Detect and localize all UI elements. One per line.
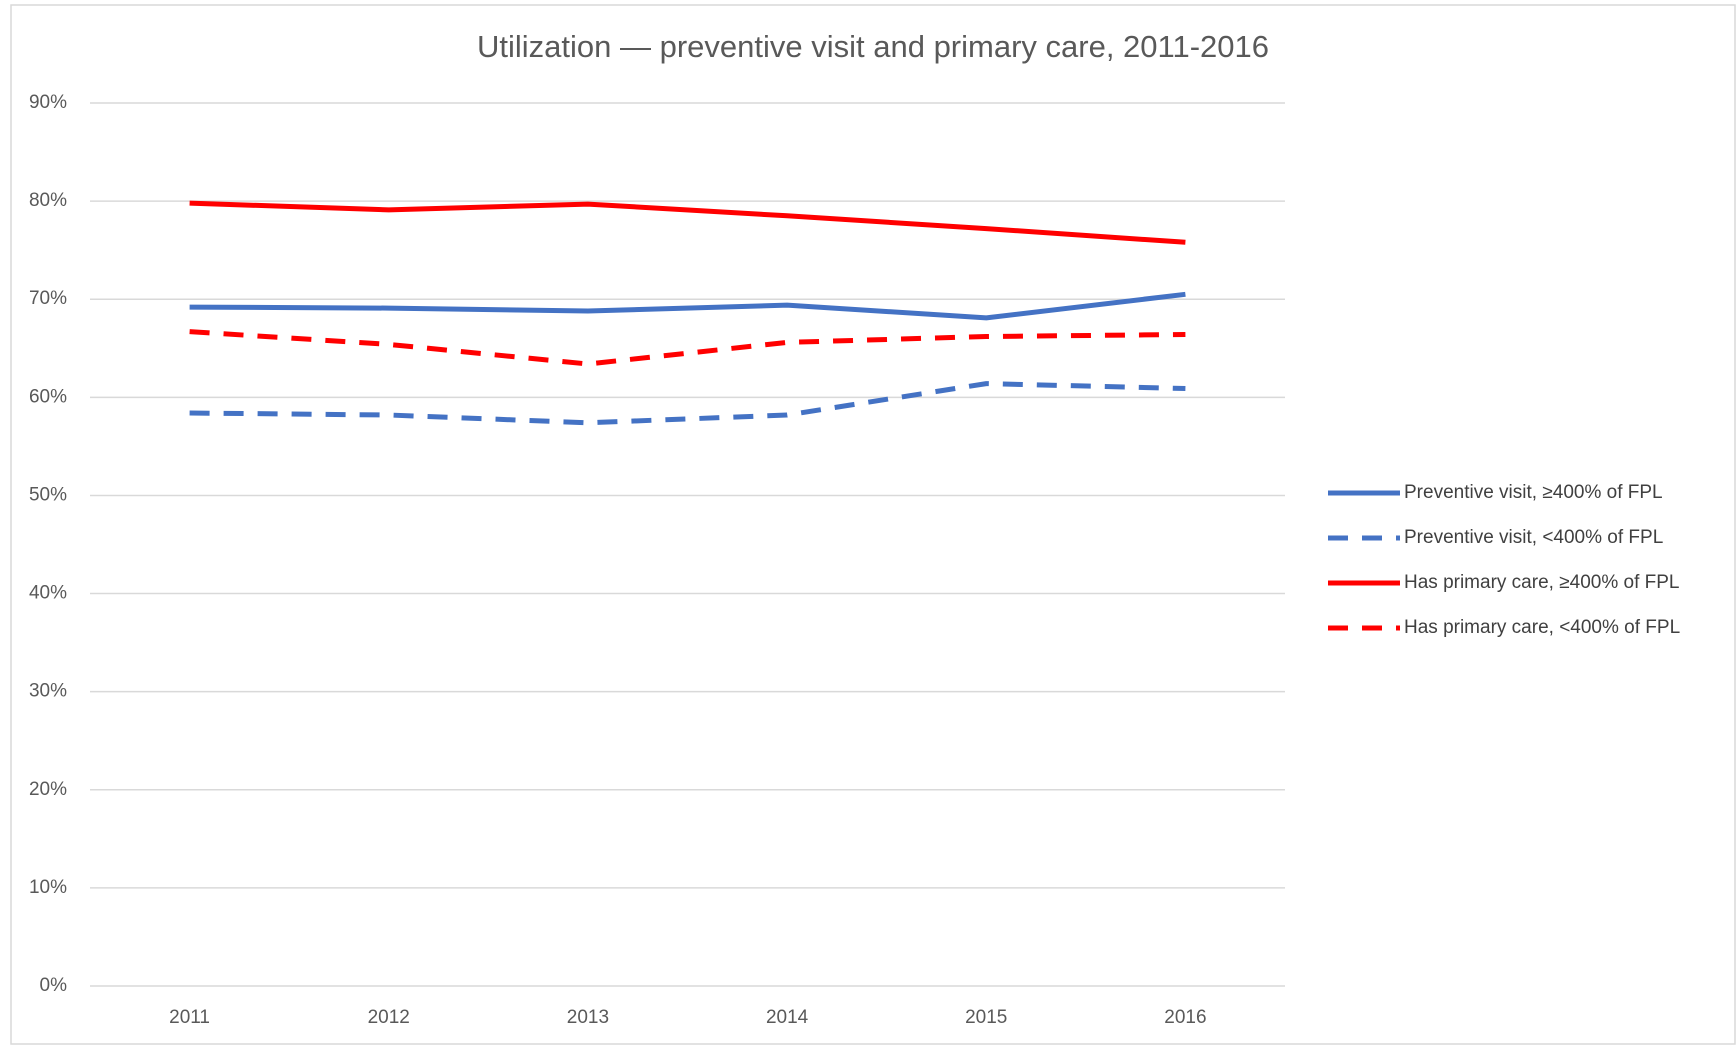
y-tick-label: 0% xyxy=(40,975,68,996)
y-tick-label: 70% xyxy=(29,288,67,309)
y-tick-label: 40% xyxy=(29,583,67,604)
y-tick-label: 10% xyxy=(29,877,67,898)
legend-label: Has primary care, <400% of FPL xyxy=(1404,617,1680,638)
legend-label: Has primary care, ≥400% of FPL xyxy=(1404,572,1679,593)
series-line xyxy=(189,200,1186,245)
x-tick-label: 2012 xyxy=(368,1007,410,1028)
x-tick-label: 2014 xyxy=(766,1007,809,1028)
chart-frame xyxy=(10,4,1736,1045)
x-tick-label: 2011 xyxy=(169,1007,210,1028)
y-tick-label: 60% xyxy=(29,386,67,407)
y-tick-label: 30% xyxy=(29,681,67,702)
x-tick-label: 2013 xyxy=(567,1007,609,1028)
x-tick-label: 2015 xyxy=(965,1007,1007,1028)
x-tick-label: 2016 xyxy=(1164,1007,1206,1028)
y-tick-label: 90% xyxy=(29,92,67,113)
series-line xyxy=(189,329,1186,367)
legend-label: Preventive visit, <400% of FPL xyxy=(1404,527,1663,548)
chart-title: Utilization — preventive visit and prima… xyxy=(477,29,1269,64)
series-line xyxy=(189,381,1186,426)
legend-label: Preventive visit, ≥400% of FPL xyxy=(1404,482,1663,503)
series-line xyxy=(189,291,1186,321)
y-tick-label: 50% xyxy=(29,484,67,505)
y-tick-label: 80% xyxy=(29,190,67,211)
y-tick-label: 20% xyxy=(29,779,67,800)
